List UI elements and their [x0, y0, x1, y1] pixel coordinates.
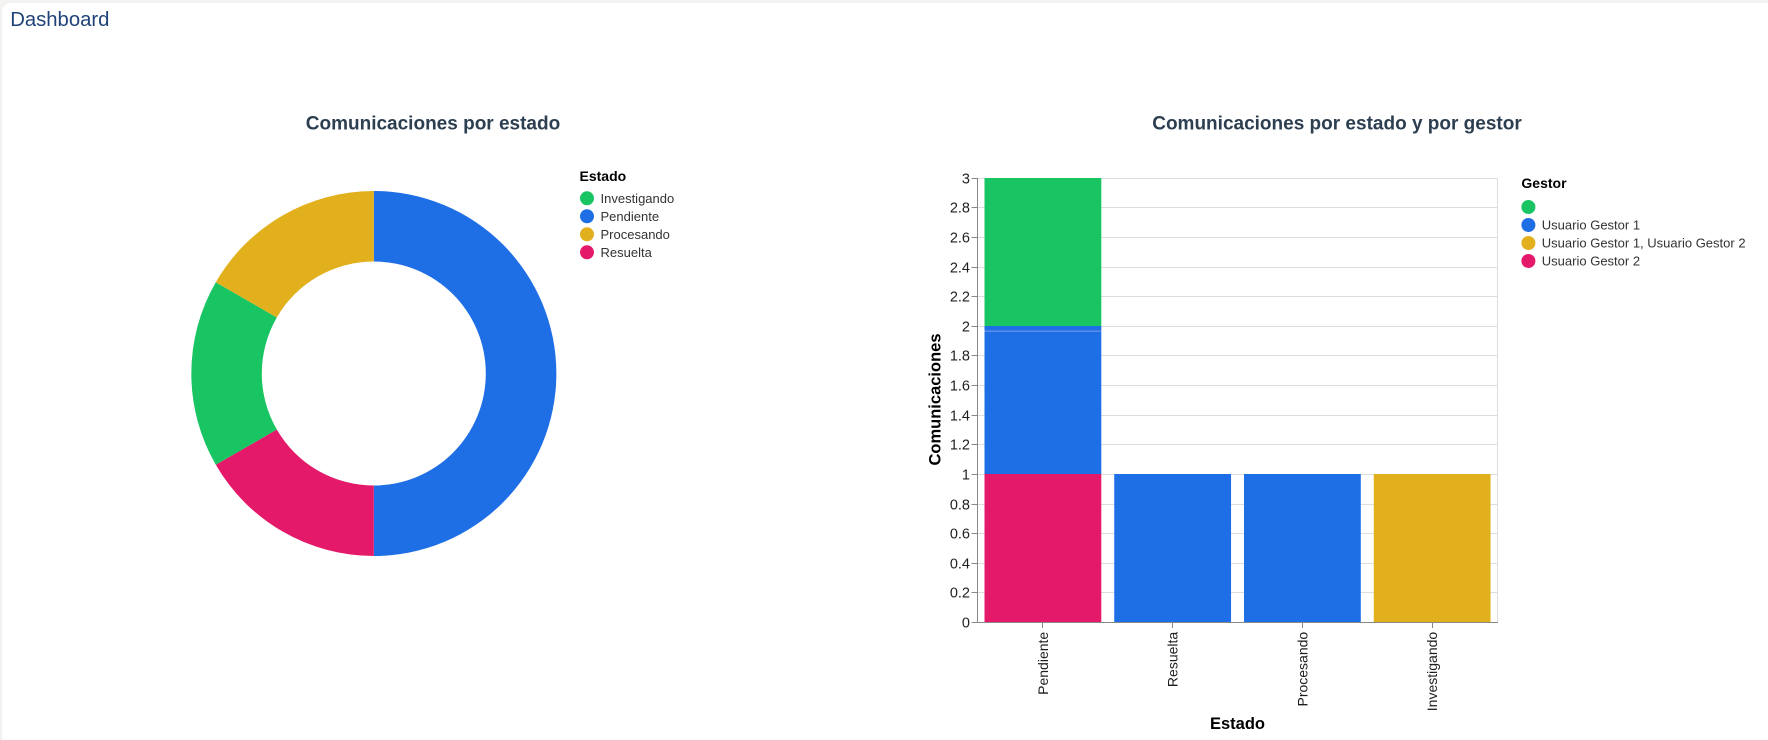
svg-text:1.6: 1.6	[950, 379, 970, 395]
svg-text:Resuelta: Resuelta	[1165, 632, 1181, 687]
svg-text:Procesando: Procesando	[601, 227, 670, 242]
svg-text:Comunicaciones por estado: Comunicaciones por estado	[306, 114, 560, 135]
svg-text:1.4: 1.4	[950, 409, 970, 425]
svg-text:Usuario Gestor 1: Usuario Gestor 1	[1542, 218, 1640, 233]
svg-text:0.4: 0.4	[950, 557, 970, 573]
svg-text:Comunicaciones por estado y po: Comunicaciones por estado y por gestor	[1152, 114, 1522, 135]
svg-text:2.6: 2.6	[950, 231, 970, 247]
svg-text:Gestor: Gestor	[1521, 175, 1567, 191]
svg-text:1.2: 1.2	[950, 438, 970, 454]
svg-text:1: 1	[962, 468, 970, 484]
svg-text:0.6: 0.6	[950, 527, 970, 543]
svg-text:Comunicaciones: Comunicaciones	[927, 333, 945, 465]
svg-text:Estado: Estado	[1210, 715, 1265, 733]
svg-text:3: 3	[962, 172, 970, 188]
svg-text:2.4: 2.4	[950, 261, 970, 277]
svg-text:0.8: 0.8	[950, 498, 970, 514]
svg-text:Resuelta: Resuelta	[601, 245, 653, 260]
svg-text:1.8: 1.8	[950, 349, 970, 365]
svg-text:Usuario Gestor 1, Usuario Gest: Usuario Gestor 1, Usuario Gestor 2	[1542, 236, 1746, 251]
svg-text:Estado: Estado	[580, 168, 627, 184]
svg-text:Usuario Gestor 2: Usuario Gestor 2	[1542, 254, 1640, 269]
svg-text:2: 2	[962, 320, 970, 336]
svg-text:2.8: 2.8	[950, 201, 970, 217]
svg-text:Pendiente: Pendiente	[1035, 632, 1051, 695]
svg-text:Investigando: Investigando	[1424, 632, 1440, 712]
svg-text:Pendiente: Pendiente	[601, 209, 660, 224]
svg-text:0: 0	[962, 616, 970, 632]
svg-text:Procesando: Procesando	[1294, 632, 1310, 707]
svg-text:Investigando: Investigando	[601, 191, 675, 206]
svg-text:0.2: 0.2	[950, 586, 970, 602]
svg-text:2.2: 2.2	[950, 290, 970, 306]
